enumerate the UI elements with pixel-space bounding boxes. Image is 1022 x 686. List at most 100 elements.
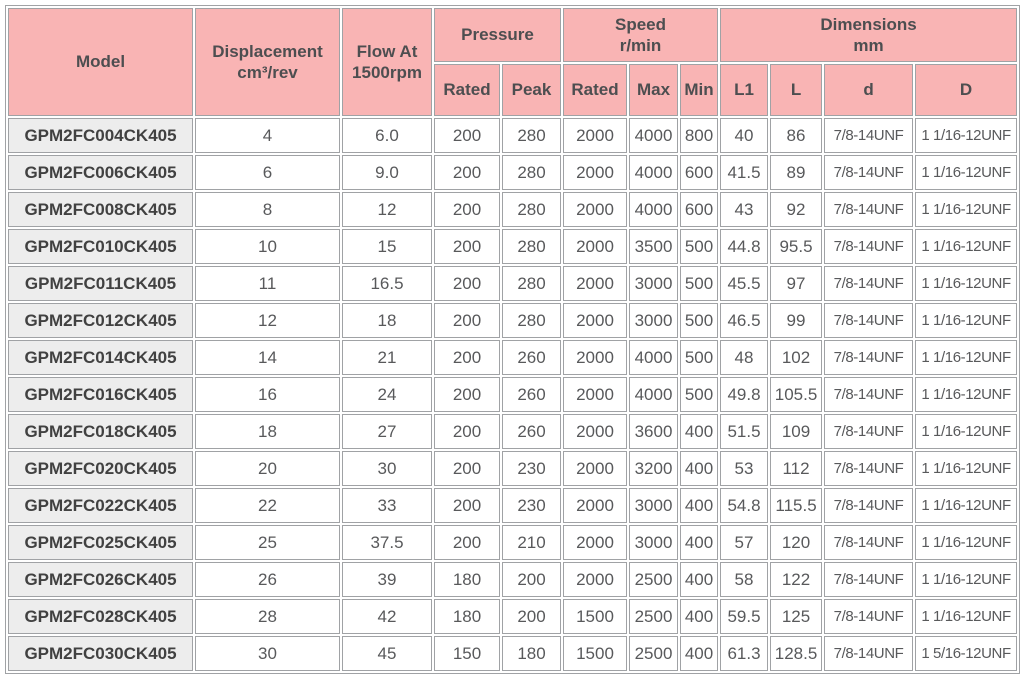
col-header-speed-rated: Rated <box>563 64 627 116</box>
cell-flow: 30 <box>342 451 432 486</box>
cell-pressure-peak: 230 <box>502 451 561 486</box>
cell-pressure-peak: 260 <box>502 377 561 412</box>
cell-speed-rated: 1500 <box>563 599 627 634</box>
table-row: GPM2FC030CK405 30 45 150 180 1500 2500 4… <box>8 636 1018 671</box>
cell-dim-d: 7/8-14UNF <box>824 303 914 338</box>
cell-dim-l: 112 <box>770 451 823 486</box>
cell-speed-max: 2500 <box>629 599 678 634</box>
cell-speed-min: 400 <box>680 488 719 523</box>
cell-speed-min: 400 <box>680 451 719 486</box>
cell-dim-l: 115.5 <box>770 488 823 523</box>
cell-dim-D: 1 1/16-12UNF <box>915 525 1018 560</box>
cell-dim-l1: 45.5 <box>720 266 769 301</box>
cell-dim-d: 7/8-14UNF <box>824 192 914 227</box>
col-header-pressure-peak: Peak <box>502 64 561 116</box>
cell-speed-rated: 2000 <box>563 525 627 560</box>
cell-pressure-peak: 210 <box>502 525 561 560</box>
cell-pressure-rated: 180 <box>434 562 500 597</box>
cell-pressure-peak: 280 <box>502 229 561 264</box>
cell-speed-min: 500 <box>680 377 719 412</box>
cell-pressure-rated: 150 <box>434 636 500 671</box>
table-row: GPM2FC008CK405 8 12 200 280 2000 4000 60… <box>8 192 1018 227</box>
cell-dim-D: 1 1/16-12UNF <box>915 340 1018 375</box>
cell-speed-max: 3000 <box>629 266 678 301</box>
cell-pressure-rated: 180 <box>434 599 500 634</box>
table-row: GPM2FC022CK405 22 33 200 230 2000 3000 4… <box>8 488 1018 523</box>
cell-pressure-rated: 200 <box>434 414 500 449</box>
cell-speed-min: 400 <box>680 636 719 671</box>
cell-flow: 16.5 <box>342 266 432 301</box>
cell-speed-max: 3200 <box>629 451 678 486</box>
cell-model: GPM2FC020CK405 <box>8 451 193 486</box>
cell-displacement: 26 <box>195 562 340 597</box>
cell-dim-l: 86 <box>770 118 823 153</box>
cell-dim-l: 97 <box>770 266 823 301</box>
cell-model: GPM2FC014CK405 <box>8 340 193 375</box>
cell-dim-l1: 58 <box>720 562 769 597</box>
cell-dim-D: 1 1/16-12UNF <box>915 488 1018 523</box>
cell-speed-rated: 2000 <box>563 377 627 412</box>
cell-speed-rated: 2000 <box>563 155 627 190</box>
cell-pressure-peak: 260 <box>502 340 561 375</box>
cell-flow: 6.0 <box>342 118 432 153</box>
col-group-dimensions: Dimensions mm <box>720 8 1018 62</box>
table-row: GPM2FC010CK405 10 15 200 280 2000 3500 5… <box>8 229 1018 264</box>
cell-dim-l: 122 <box>770 562 823 597</box>
col-header-dim-l1: L1 <box>720 64 769 116</box>
cell-flow: 37.5 <box>342 525 432 560</box>
cell-flow: 18 <box>342 303 432 338</box>
cell-dim-l: 109 <box>770 414 823 449</box>
cell-pressure-peak: 280 <box>502 303 561 338</box>
cell-dim-D: 1 1/16-12UNF <box>915 192 1018 227</box>
cell-model: GPM2FC012CK405 <box>8 303 193 338</box>
cell-flow: 27 <box>342 414 432 449</box>
cell-displacement: 16 <box>195 377 340 412</box>
cell-speed-min: 500 <box>680 229 719 264</box>
cell-pressure-rated: 200 <box>434 118 500 153</box>
cell-speed-rated: 1500 <box>563 636 627 671</box>
speed-group-label-line1: Speed <box>614 14 667 34</box>
cell-speed-min: 500 <box>680 303 719 338</box>
cell-dim-D: 1 1/16-12UNF <box>915 414 1018 449</box>
cell-flow: 33 <box>342 488 432 523</box>
cell-pressure-rated: 200 <box>434 488 500 523</box>
table-row: GPM2FC020CK405 20 30 200 230 2000 3200 4… <box>8 451 1018 486</box>
cell-dim-d: 7/8-14UNF <box>824 229 914 264</box>
col-header-model-label: Model <box>75 52 126 72</box>
cell-dim-d: 7/8-14UNF <box>824 488 914 523</box>
cell-model: GPM2FC018CK405 <box>8 414 193 449</box>
cell-speed-rated: 2000 <box>563 414 627 449</box>
table-row: GPM2FC011CK405 11 16.5 200 280 2000 3000… <box>8 266 1018 301</box>
cell-speed-max: 3000 <box>629 525 678 560</box>
cell-pressure-rated: 200 <box>434 525 500 560</box>
cell-pressure-rated: 200 <box>434 192 500 227</box>
table-row: GPM2FC004CK405 4 6.0 200 280 2000 4000 8… <box>8 118 1018 153</box>
cell-dim-l1: 44.8 <box>720 229 769 264</box>
cell-dim-l: 102 <box>770 340 823 375</box>
cell-flow: 42 <box>342 599 432 634</box>
cell-speed-max: 4000 <box>629 377 678 412</box>
cell-speed-max: 4000 <box>629 192 678 227</box>
pressure-group-label: Pressure <box>461 25 534 45</box>
dimensions-group-label-line1: Dimensions <box>820 14 917 34</box>
cell-dim-d: 7/8-14UNF <box>824 118 914 153</box>
cell-dim-d: 7/8-14UNF <box>824 414 914 449</box>
cell-model: GPM2FC025CK405 <box>8 525 193 560</box>
table-row: GPM2FC014CK405 14 21 200 260 2000 4000 5… <box>8 340 1018 375</box>
cell-dim-l1: 61.3 <box>720 636 769 671</box>
cell-speed-max: 4000 <box>629 118 678 153</box>
header-group-row: Model Displacement cm³/rev Flow At 1500r… <box>8 8 1018 116</box>
col-header-dim-d: d <box>824 64 914 116</box>
table-body: GPM2FC004CK405 4 6.0 200 280 2000 4000 8… <box>8 118 1018 671</box>
cell-dim-l1: 48 <box>720 340 769 375</box>
cell-displacement: 20 <box>195 451 340 486</box>
cell-speed-rated: 2000 <box>563 562 627 597</box>
dimensions-group-label-line2: mm <box>853 36 884 55</box>
header-sub-row: Rated Peak Rated Max Min L1 L d D <box>8 64 1018 116</box>
cell-displacement: 8 <box>195 192 340 227</box>
cell-dim-l1: 41.5 <box>720 155 769 190</box>
table-row: GPM2FC028CK405 28 42 180 200 1500 2500 4… <box>8 599 1018 634</box>
cell-dim-d: 7/8-14UNF <box>824 599 914 634</box>
cell-dim-d: 7/8-14UNF <box>824 155 914 190</box>
cell-displacement: 18 <box>195 414 340 449</box>
